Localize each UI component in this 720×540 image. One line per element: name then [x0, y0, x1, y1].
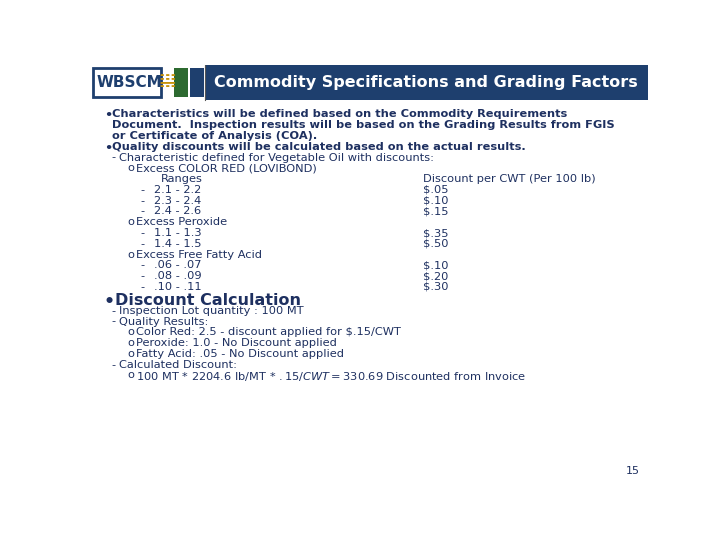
Text: -: - — [140, 271, 145, 281]
Text: Commodity Specifications and Grading Factors: Commodity Specifications and Grading Fac… — [215, 75, 638, 90]
Text: Color Red: 2.5 - discount applied for $.15/CWT: Color Red: 2.5 - discount applied for $.… — [137, 327, 401, 338]
Text: $.10: $.10 — [423, 260, 449, 271]
Text: -: - — [112, 153, 116, 163]
Text: $.15: $.15 — [423, 206, 449, 217]
Text: o: o — [127, 370, 134, 381]
Text: .10 - .11: .10 - .11 — [153, 282, 201, 292]
Bar — [90, 65, 648, 100]
Text: 2.4 - 2.6: 2.4 - 2.6 — [153, 206, 201, 217]
Text: -: - — [140, 185, 145, 195]
Text: -: - — [140, 260, 145, 271]
Text: Excess Free Fatty Acid: Excess Free Fatty Acid — [137, 249, 263, 260]
Text: Excess COLOR RED (LOVIBOND): Excess COLOR RED (LOVIBOND) — [137, 164, 318, 173]
Text: -: - — [112, 306, 116, 316]
Bar — [190, 68, 204, 97]
Text: $.30: $.30 — [423, 282, 449, 292]
Text: -: - — [140, 206, 145, 217]
Text: 100 MT * 2204.6 lb/MT * $.15/CWT = $330.69 Discounted from Invoice: 100 MT * 2204.6 lb/MT * $.15/CWT = $330.… — [137, 370, 527, 383]
FancyBboxPatch shape — [93, 68, 161, 97]
Text: 2.3 - 2.4: 2.3 - 2.4 — [153, 195, 201, 206]
Text: Fatty Acid: .05 - No Discount applied: Fatty Acid: .05 - No Discount applied — [137, 349, 344, 359]
Text: o: o — [127, 338, 134, 348]
Text: Peroxide: 1.0 - No Discount applied: Peroxide: 1.0 - No Discount applied — [137, 338, 338, 348]
Text: -: - — [140, 228, 145, 238]
Text: Quality discounts will be calculated based on the actual results.: Quality discounts will be calculated bas… — [112, 142, 526, 152]
Text: Characteristics will be defined based on the Commodity Requirements: Characteristics will be defined based on… — [112, 110, 568, 119]
Text: $.20: $.20 — [423, 271, 449, 281]
Text: $.35: $.35 — [423, 228, 449, 238]
Text: Inspection Lot quantity : 100 MT: Inspection Lot quantity : 100 MT — [120, 306, 304, 316]
Bar — [174, 68, 188, 97]
Text: Discount per CWT (Per 100 lb): Discount per CWT (Per 100 lb) — [423, 174, 596, 184]
Text: o: o — [127, 217, 134, 227]
Text: Discount Calculation: Discount Calculation — [114, 293, 301, 308]
Text: 2.1 - 2.2: 2.1 - 2.2 — [153, 185, 201, 195]
Text: Excess Peroxide: Excess Peroxide — [137, 217, 228, 227]
Text: 𝍐: 𝍐 — [158, 72, 176, 91]
Text: Quality Results:: Quality Results: — [120, 316, 209, 327]
Text: $.50: $.50 — [423, 239, 449, 249]
Text: or Certificate of Analysis (COA).: or Certificate of Analysis (COA). — [112, 131, 318, 141]
Text: -: - — [112, 360, 116, 370]
Text: 15: 15 — [626, 467, 639, 476]
Bar — [90, 65, 204, 100]
Text: Characteristic defined for Vegetable Oil with discounts:: Characteristic defined for Vegetable Oil… — [120, 153, 434, 163]
Text: .08 - .09: .08 - .09 — [153, 271, 201, 281]
Text: •: • — [104, 110, 112, 123]
Text: -: - — [140, 195, 145, 206]
Text: o: o — [127, 249, 134, 260]
Text: 1.4 - 1.5: 1.4 - 1.5 — [153, 239, 201, 249]
Text: .06 - .07: .06 - .07 — [153, 260, 201, 271]
Text: 1.1 - 1.3: 1.1 - 1.3 — [153, 228, 201, 238]
Text: •: • — [104, 293, 115, 310]
Text: WBSCM: WBSCM — [96, 75, 162, 90]
Text: Document.  Inspection results will be based on the Grading Results from FGIS: Document. Inspection results will be bas… — [112, 120, 615, 130]
Text: -: - — [112, 316, 116, 327]
Text: $.10: $.10 — [423, 195, 449, 206]
Text: $.05: $.05 — [423, 185, 449, 195]
Text: o: o — [127, 164, 134, 173]
Text: -: - — [140, 282, 145, 292]
Text: o: o — [127, 349, 134, 359]
Text: •: • — [104, 142, 112, 155]
Text: -: - — [140, 239, 145, 249]
Text: Calculated Discount:: Calculated Discount: — [120, 360, 238, 370]
Text: Ranges: Ranges — [161, 174, 203, 184]
Text: o: o — [127, 327, 134, 338]
